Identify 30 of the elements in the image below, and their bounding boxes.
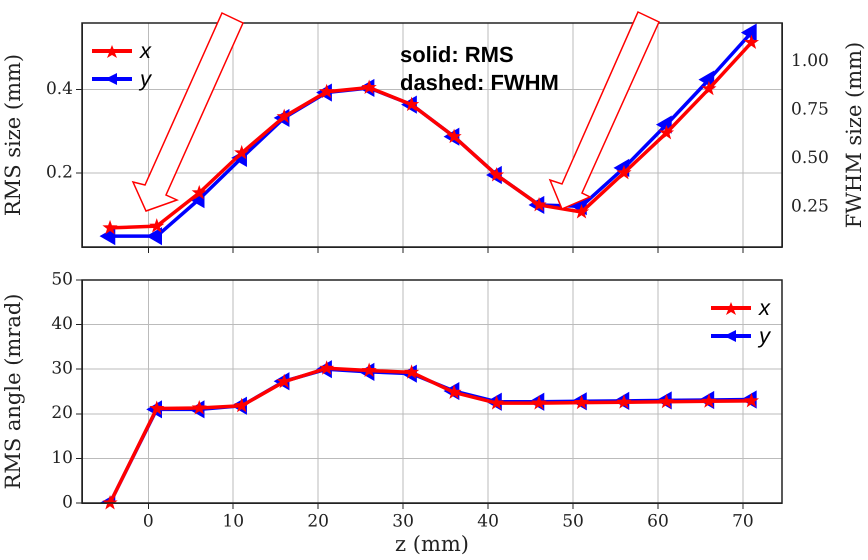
- legend-label: x: [140, 37, 151, 65]
- y-tick-label: 10: [51, 448, 73, 468]
- y2-tick-label: 0.75: [791, 100, 829, 120]
- y2-tick-label: 0.50: [791, 148, 829, 168]
- y2-axis-title: FWHM size (mm): [842, 42, 866, 228]
- x-tick-label: 20: [307, 512, 329, 532]
- x-tick-label: 10: [222, 512, 244, 532]
- y-tick-label: 40: [51, 314, 73, 334]
- y-tick-label: 0.4: [46, 79, 73, 100]
- x-tick-label: 30: [392, 512, 414, 532]
- y-tick-label: 0.2: [46, 162, 73, 182]
- annotation: solid: RMS: [400, 41, 515, 69]
- x-tick-label: 50: [562, 512, 584, 532]
- x-tick-label: 40: [477, 512, 499, 532]
- y-tick-label: 0: [62, 492, 73, 512]
- annotation: dashed: FWHM: [400, 69, 559, 97]
- x-axis-title: z (mm): [395, 532, 469, 556]
- x-tick-label: 60: [647, 512, 669, 532]
- x-tick-label: 0: [142, 512, 154, 532]
- legend-label: x: [759, 294, 770, 322]
- y-tick-label: 30: [51, 358, 73, 379]
- x-tick-label: 70: [732, 512, 754, 532]
- legend-label: y: [759, 322, 770, 350]
- y-axis-title: RMS angle (mrad): [1, 294, 26, 490]
- y2-tick-label: 1.00: [791, 51, 829, 72]
- y2-tick-label: 0.25: [791, 196, 829, 216]
- y-tick-label: 50: [51, 269, 73, 290]
- y-axis-title: RMS size (mm): [1, 54, 26, 216]
- y-tick-label: 20: [51, 403, 73, 424]
- legend-label: y: [140, 65, 151, 93]
